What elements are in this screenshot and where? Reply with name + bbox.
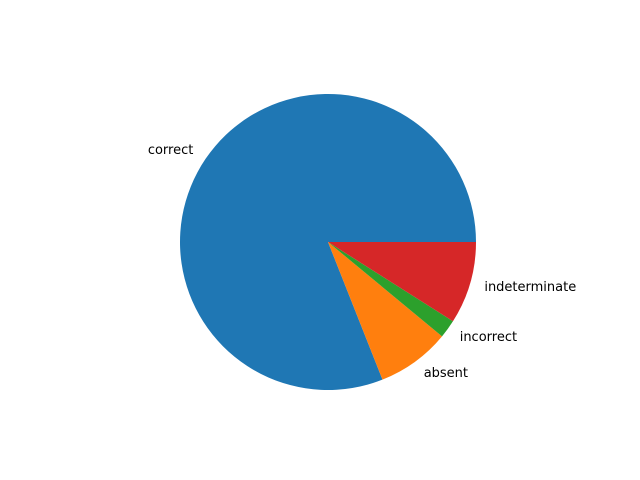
pie-slice-incorrect — [328, 242, 453, 337]
pie-slice-correct — [179, 94, 476, 391]
pie-labels: correct absent incorrect indeterminate — [148, 143, 576, 381]
pie-label-correct: correct — [148, 143, 194, 158]
pie-slices — [179, 94, 476, 391]
pie-slice-absent — [328, 242, 443, 380]
pie-label-indeterminate: indeterminate — [484, 280, 576, 295]
pie-label-incorrect: incorrect — [460, 330, 517, 345]
pie-label-absent: absent — [424, 366, 468, 381]
pie-slice-indeterminate — [328, 242, 476, 322]
